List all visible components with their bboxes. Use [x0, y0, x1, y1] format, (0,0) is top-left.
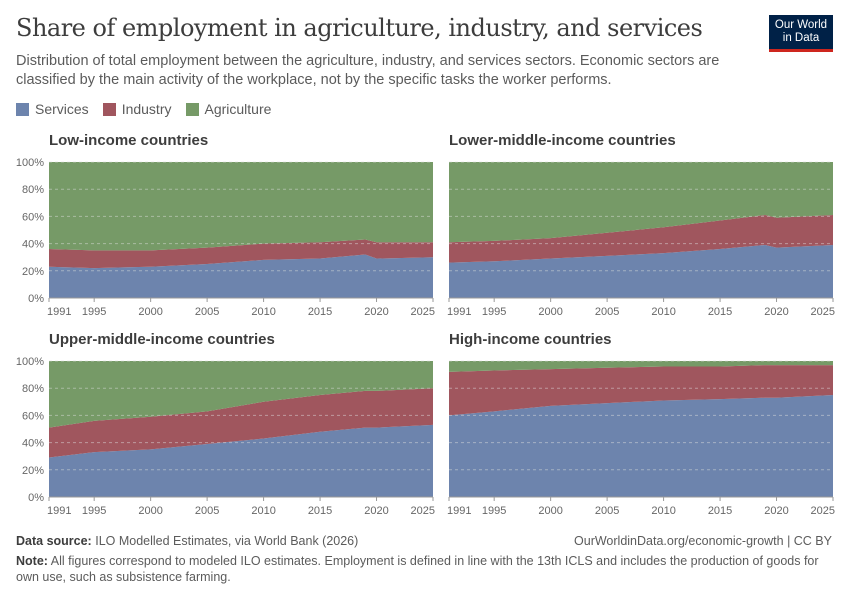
x-tick-label: 2020 [764, 306, 788, 318]
legend-swatch [16, 102, 29, 116]
data-source: Data source: ILO Modelled Estimates, via… [16, 534, 359, 548]
legend-label: Services [35, 101, 89, 117]
x-tick-label: 2020 [364, 306, 388, 318]
area-services [449, 244, 833, 298]
chart-subtitle: Distribution of total employment between… [16, 53, 720, 88]
area-industry [449, 365, 833, 416]
y-tick-label: 0% [28, 293, 44, 305]
x-tick-label: 1995 [82, 306, 106, 318]
source-url[interactable]: OurWorldinData.org/economic-growth | CC … [574, 534, 832, 548]
x-tick-label: 1991 [447, 505, 471, 517]
y-tick-label: 80% [22, 184, 44, 196]
x-tick-label: 2000 [138, 306, 162, 318]
legend-swatch [102, 102, 116, 116]
x-tick-label: 1995 [482, 505, 506, 517]
x-tick-label: 2025 [811, 505, 835, 517]
area-industry [49, 239, 433, 269]
y-tick-label: 60% [22, 211, 44, 223]
x-tick-label: 2025 [411, 505, 435, 517]
legend-label: Industry [121, 101, 172, 117]
area-services [49, 254, 433, 298]
x-tick-label: 2010 [251, 306, 275, 318]
x-tick-label: 2015 [308, 306, 332, 318]
y-tick-label: 20% [22, 266, 44, 278]
area-agriculture [49, 162, 433, 251]
x-tick-label: 2005 [195, 306, 219, 318]
y-tick-label: 40% [22, 438, 44, 450]
owid-logo[interactable]: Our World in Data [769, 15, 833, 52]
panel-title-upper-middle-income: Upper-middle-income countries [49, 331, 275, 348]
x-tick-label: 2020 [764, 505, 788, 517]
area-agriculture [449, 162, 833, 243]
y-tick-label: 60% [22, 410, 44, 422]
y-tick-label: 0% [28, 492, 44, 504]
legend-label: Agriculture [204, 101, 272, 117]
area-agriculture [49, 361, 433, 428]
x-tick-label: 1991 [447, 306, 471, 318]
area-agriculture [449, 361, 833, 372]
panel-title-lower-middle-income: Lower-middle-income countries [449, 132, 676, 149]
x-tick-label: 2015 [308, 505, 332, 517]
x-tick-label: 2005 [195, 505, 219, 517]
panel-title-high-income: High-income countries [449, 331, 612, 348]
x-tick-label: 2025 [811, 306, 835, 318]
x-tick-label: 2005 [595, 306, 619, 318]
legend-item-industry[interactable]: Industry [102, 101, 172, 117]
x-tick-label: 2000 [138, 505, 162, 517]
x-tick-label: 2000 [538, 306, 562, 318]
legend-item-agriculture[interactable]: Agriculture [185, 101, 272, 117]
legend-item-services[interactable]: Services [16, 101, 89, 117]
x-tick-label: 2000 [538, 505, 562, 517]
x-tick-label: 1995 [82, 505, 106, 517]
x-tick-label: 2010 [651, 505, 675, 517]
y-tick-label: 40% [22, 239, 44, 251]
x-tick-label: 2015 [708, 306, 732, 318]
x-tick-label: 2010 [251, 505, 275, 517]
x-tick-label: 2015 [708, 505, 732, 517]
y-tick-label: 80% [22, 383, 44, 395]
x-tick-label: 2025 [411, 306, 435, 318]
area-services [449, 395, 833, 497]
x-tick-label: 1991 [47, 505, 71, 517]
legend-swatch [185, 102, 199, 116]
x-tick-label: 2020 [364, 505, 388, 517]
panel-title-low-income: Low-income countries [49, 132, 209, 149]
x-tick-label: 2010 [651, 306, 675, 318]
note: Note: All figures correspond to modeled … [16, 554, 819, 584]
chart-title: Share of employment in agriculture, indu… [16, 14, 703, 42]
area-industry [49, 388, 433, 458]
x-tick-label: 1995 [482, 306, 506, 318]
area-industry [449, 215, 833, 263]
y-tick-label: 20% [22, 465, 44, 477]
x-tick-label: 1991 [47, 306, 71, 318]
y-tick-label: 100% [16, 356, 44, 368]
x-tick-label: 2005 [595, 505, 619, 517]
y-tick-label: 100% [16, 157, 44, 169]
legend: Services Industry Agriculture [16, 101, 271, 117]
